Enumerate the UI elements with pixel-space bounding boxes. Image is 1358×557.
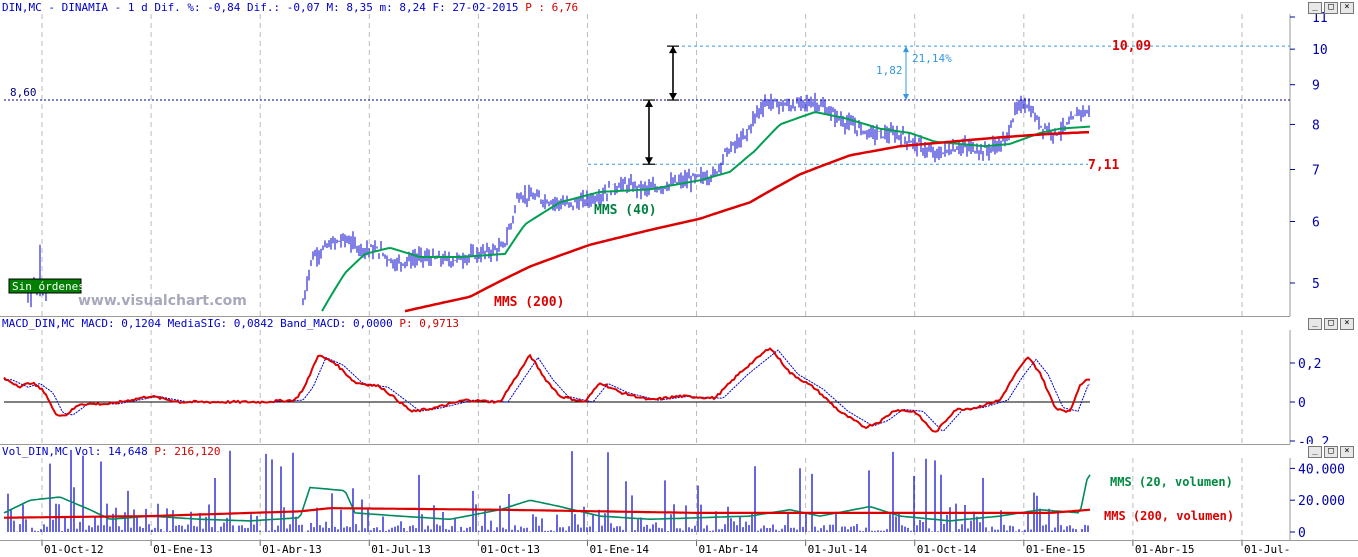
arrow-head bbox=[903, 46, 909, 53]
x-tick-label: 01-Jul- bbox=[1244, 543, 1290, 556]
y-tick-label: 7 bbox=[1312, 163, 1320, 178]
distance-pct-label: 21,14% bbox=[912, 52, 952, 65]
close-button[interactable]: × bbox=[1340, 2, 1354, 14]
volume-chart[interactable]: 40.000 20.000 0 MMS (20, volumen) MMS (200, … bbox=[0, 444, 1358, 540]
price-bars bbox=[302, 92, 1090, 306]
price-chart[interactable]: 11 10 9 8 7 6 5 8,60 10,09 7,11 1,82 21,14% MMS (40)… bbox=[0, 0, 1358, 316]
arrow-head bbox=[645, 100, 653, 108]
y-tick-label: 0 bbox=[1298, 526, 1306, 540]
y-tick-label: 6 bbox=[1312, 215, 1320, 230]
x-tick-label: 01-Oct-13 bbox=[480, 543, 540, 556]
arrow-head bbox=[669, 93, 677, 101]
price-header-text: DIN,MC - DINAMIA - 1 d Dif. %: -0,84 Dif… bbox=[2, 1, 519, 14]
arrow-head bbox=[645, 157, 653, 165]
y-tick-label: 11 bbox=[1312, 11, 1328, 26]
mms40-line bbox=[321, 111, 1091, 312]
minimize-button[interactable]: _ bbox=[1308, 2, 1322, 14]
y-tick-label: 40.000 bbox=[1298, 462, 1345, 477]
x-tick-label: 01-Abr-15 bbox=[1135, 543, 1195, 556]
macd-panel[interactable]: 0,2 0 -0,2 MACD_DIN,MC MACD: 0,1204 MediaS… bbox=[0, 316, 1358, 444]
sin-ordenes-label: Sin órdenes bbox=[12, 280, 85, 293]
x-tick-label: 01-Jul-13 bbox=[371, 543, 431, 556]
maximize-button[interactable]: □ bbox=[1324, 446, 1338, 458]
volume-window-buttons: _ □ × bbox=[1308, 446, 1354, 458]
panel-divider[interactable] bbox=[0, 316, 1290, 317]
volume-header: Vol_DIN,MC Vol: 14,648 P: 216,120 bbox=[2, 445, 221, 458]
volume-header-p: P: 216,120 bbox=[154, 445, 221, 458]
price-panel[interactable]: 11 10 9 8 7 6 5 8,60 10,09 7,11 1,82 21,14% MMS (40)… bbox=[0, 0, 1358, 316]
y-tick-label: 0 bbox=[1298, 396, 1306, 411]
price-header-p: P : 6,76 bbox=[525, 1, 579, 14]
mms20v-label: MMS (20, volumen) bbox=[1110, 475, 1233, 489]
panel-divider[interactable] bbox=[0, 444, 1290, 445]
close-button[interactable]: × bbox=[1340, 318, 1354, 330]
mms40-label: MMS (40) bbox=[594, 203, 657, 218]
y-tick-label: 8 bbox=[1312, 118, 1320, 133]
x-tick-label: 01-Ene-14 bbox=[589, 543, 649, 556]
y-tick-label: 20.000 bbox=[1298, 494, 1345, 509]
mms20v-line bbox=[3, 474, 1091, 522]
y-tick-label: 0,2 bbox=[1298, 357, 1321, 372]
arrow-head bbox=[903, 94, 909, 101]
x-axis[interactable]: 01-Oct-12 01-Ene-13 01-Abr-13 01-Jul-13 01-O… bbox=[0, 540, 1358, 557]
x-tick-label: 01-Jul-14 bbox=[808, 543, 868, 556]
resistance-label: 8,60 bbox=[10, 86, 37, 99]
x-tick-label: 01-Ene-15 bbox=[1026, 543, 1086, 556]
price-header: DIN,MC - DINAMIA - 1 d Dif. %: -0,84 Dif… bbox=[2, 1, 578, 14]
macd-line bbox=[3, 347, 1091, 433]
support-label: 7,11 bbox=[1088, 158, 1119, 173]
mms200-line bbox=[404, 130, 1090, 313]
x-tick-label: 01-Abr-14 bbox=[699, 543, 759, 556]
y-tick-label: 10 bbox=[1312, 43, 1328, 58]
price-window-buttons: _ □ × bbox=[1308, 2, 1354, 14]
y-tick-label: 9 bbox=[1312, 79, 1320, 94]
mms200v-line bbox=[4, 507, 1091, 519]
x-tick-label: 01-Oct-14 bbox=[917, 543, 977, 556]
minimize-button[interactable]: _ bbox=[1308, 446, 1322, 458]
volume-bars bbox=[7, 449, 1089, 532]
macd-header-text: MACD_DIN,MC MACD: 0,1204 MediaSIG: 0,084… bbox=[2, 317, 393, 330]
target-label: 10,09 bbox=[1112, 39, 1151, 54]
macd-window-buttons: _ □ × bbox=[1308, 318, 1354, 330]
maximize-button[interactable]: □ bbox=[1324, 318, 1338, 330]
price-bars-early bbox=[27, 244, 47, 308]
volume-panel[interactable]: 40.000 20.000 0 MMS (20, volumen) MMS (200, … bbox=[0, 444, 1358, 540]
y-tick-label: 5 bbox=[1312, 277, 1320, 292]
signal-line bbox=[4, 349, 1091, 432]
watermark: www.visualchart.com bbox=[78, 293, 247, 309]
sin-ordenes-badge bbox=[8, 278, 82, 294]
maximize-button[interactable]: □ bbox=[1324, 2, 1338, 14]
x-axis-ticks: 01-Oct-12 01-Ene-13 01-Abr-13 01-Jul-13 01-O… bbox=[41, 541, 1290, 556]
volume-header-text: Vol_DIN,MC Vol: 14,648 bbox=[2, 445, 148, 458]
macd-header-p: P: 0,9713 bbox=[399, 317, 459, 330]
y-tick-label: -0,2 bbox=[1298, 435, 1329, 444]
macd-header: MACD_DIN,MC MACD: 0,1204 MediaSIG: 0,084… bbox=[2, 317, 459, 330]
arrow-head bbox=[669, 46, 677, 54]
macd-chart[interactable]: 0,2 0 -0,2 bbox=[0, 316, 1358, 444]
minimize-button[interactable]: _ bbox=[1308, 318, 1322, 330]
x-tick-label: 01-Oct-12 bbox=[44, 543, 104, 556]
mms200v-label: MMS (200, volumen) bbox=[1104, 509, 1234, 523]
mms200-label: MMS (200) bbox=[494, 295, 564, 310]
x-tick-label: 01-Abr-13 bbox=[262, 543, 322, 556]
close-button[interactable]: × bbox=[1340, 446, 1354, 458]
distance-label: 1,82 bbox=[876, 64, 903, 77]
x-tick-label: 01-Ene-13 bbox=[153, 543, 213, 556]
